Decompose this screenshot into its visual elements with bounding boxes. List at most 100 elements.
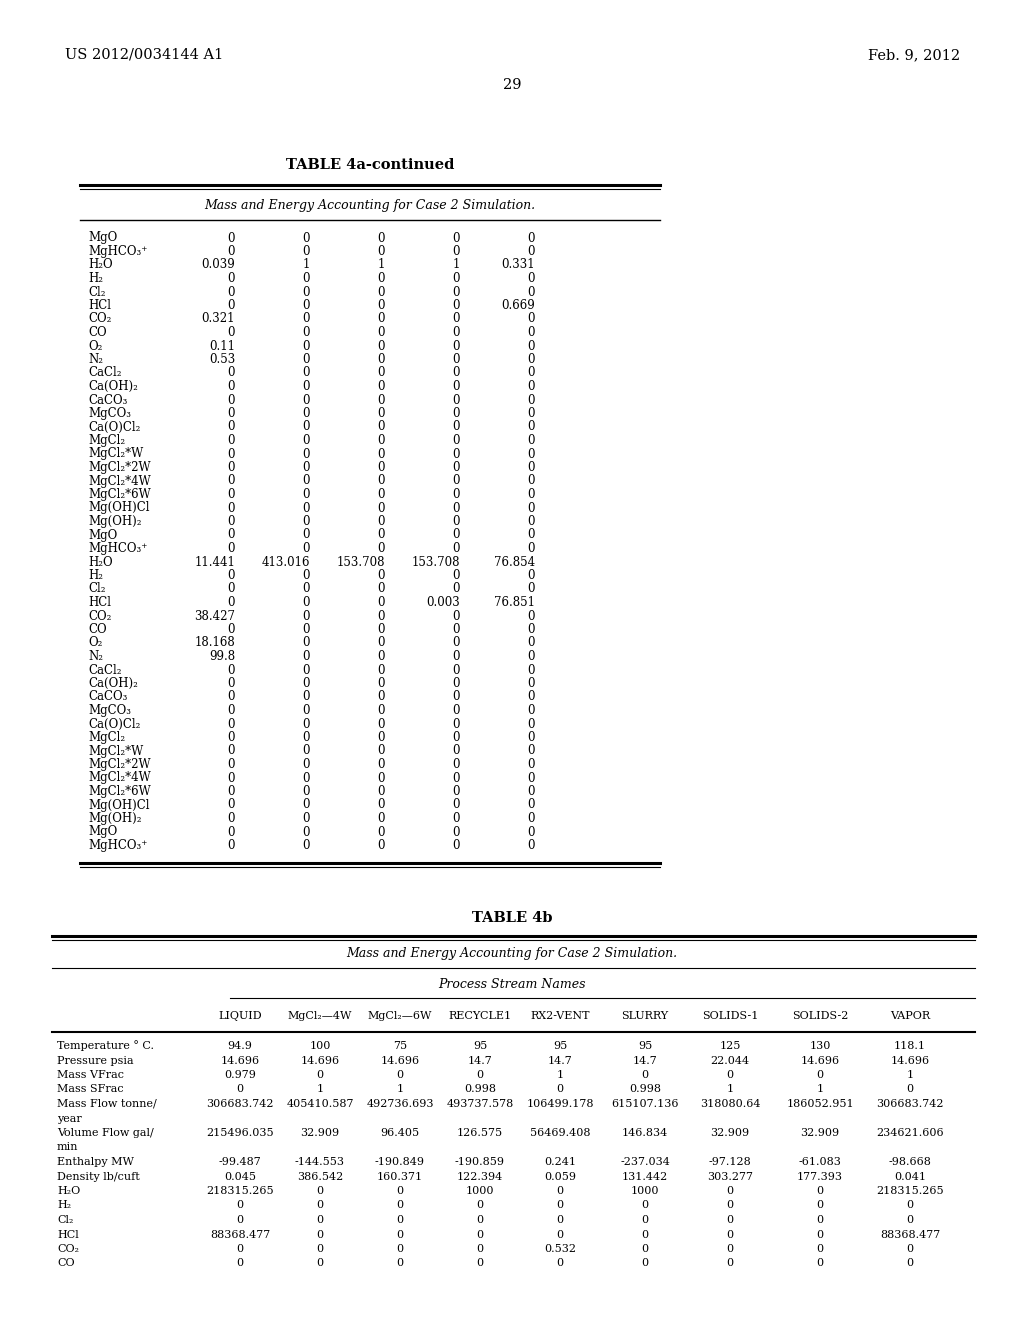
Text: CaCl₂: CaCl₂ [88, 367, 122, 380]
Text: -97.128: -97.128 [709, 1158, 752, 1167]
Text: -98.668: -98.668 [889, 1158, 932, 1167]
Text: 0: 0 [378, 677, 385, 690]
Text: 0: 0 [302, 649, 310, 663]
Text: 0: 0 [453, 649, 460, 663]
Text: 0: 0 [527, 339, 535, 352]
Text: 0: 0 [237, 1200, 244, 1210]
Text: 0: 0 [302, 543, 310, 554]
Text: Ca(OH)₂: Ca(OH)₂ [88, 677, 138, 690]
Text: 0.059: 0.059 [544, 1172, 575, 1181]
Text: 0: 0 [527, 704, 535, 717]
Text: 0: 0 [527, 677, 535, 690]
Text: MgHCO₃⁺: MgHCO₃⁺ [88, 840, 147, 851]
Text: 153.708: 153.708 [412, 556, 460, 569]
Text: 0: 0 [302, 300, 310, 312]
Text: 0: 0 [227, 812, 234, 825]
Text: 0: 0 [906, 1085, 913, 1094]
Text: 0: 0 [453, 434, 460, 447]
Text: 0: 0 [527, 272, 535, 285]
Text: CO: CO [88, 623, 106, 636]
Text: 14.696: 14.696 [300, 1056, 340, 1065]
Text: 0: 0 [302, 664, 310, 676]
Text: 0: 0 [237, 1214, 244, 1225]
Text: Mass SFrac: Mass SFrac [57, 1085, 124, 1094]
Text: 0: 0 [476, 1214, 483, 1225]
Text: 0: 0 [227, 421, 234, 433]
Text: Mass VFrac: Mass VFrac [57, 1071, 124, 1080]
Text: Ca(OH)₂: Ca(OH)₂ [88, 380, 138, 393]
Text: 0: 0 [378, 285, 385, 298]
Text: Cl₂: Cl₂ [88, 285, 105, 298]
Text: 0: 0 [527, 461, 535, 474]
Text: H₂O: H₂O [88, 259, 113, 272]
Text: 0: 0 [378, 300, 385, 312]
Text: 1000: 1000 [631, 1185, 659, 1196]
Text: 0: 0 [556, 1214, 563, 1225]
Text: 303.277: 303.277 [707, 1172, 753, 1181]
Text: 0: 0 [302, 285, 310, 298]
Text: 0: 0 [378, 582, 385, 595]
Text: 0: 0 [453, 421, 460, 433]
Text: 0: 0 [726, 1185, 733, 1196]
Text: 0: 0 [227, 623, 234, 636]
Text: 0: 0 [816, 1243, 823, 1254]
Text: 0: 0 [527, 785, 535, 799]
Text: 0: 0 [227, 367, 234, 380]
Text: 0: 0 [527, 744, 535, 758]
Text: 413.016: 413.016 [261, 556, 310, 569]
Text: 0: 0 [453, 246, 460, 257]
Text: 0: 0 [527, 812, 535, 825]
Text: 0: 0 [527, 610, 535, 623]
Text: 0.045: 0.045 [224, 1172, 256, 1181]
Text: 0: 0 [378, 461, 385, 474]
Text: 0: 0 [316, 1243, 324, 1254]
Text: 0: 0 [302, 623, 310, 636]
Text: 0: 0 [453, 352, 460, 366]
Text: 0: 0 [227, 677, 234, 690]
Text: 0: 0 [527, 664, 535, 676]
Text: MgCO₃: MgCO₃ [88, 704, 131, 717]
Text: 0: 0 [527, 380, 535, 393]
Text: 0: 0 [227, 690, 234, 704]
Text: 0: 0 [453, 812, 460, 825]
Text: Mg(OH)₂: Mg(OH)₂ [88, 515, 141, 528]
Text: -99.487: -99.487 [219, 1158, 261, 1167]
Text: 0: 0 [378, 246, 385, 257]
Text: 0: 0 [453, 515, 460, 528]
Text: 0: 0 [556, 1085, 563, 1094]
Text: 0: 0 [378, 785, 385, 799]
Text: 306683.742: 306683.742 [877, 1100, 944, 1109]
Text: LIQUID: LIQUID [218, 1011, 262, 1020]
Text: 492736.693: 492736.693 [367, 1100, 434, 1109]
Text: 0: 0 [302, 704, 310, 717]
Text: 0: 0 [453, 610, 460, 623]
Text: H₂: H₂ [88, 272, 103, 285]
Text: -237.034: -237.034 [621, 1158, 670, 1167]
Text: 0: 0 [378, 690, 385, 704]
Text: 1: 1 [816, 1085, 823, 1094]
Text: 0: 0 [227, 285, 234, 298]
Text: 0: 0 [316, 1229, 324, 1239]
Text: 0: 0 [302, 840, 310, 851]
Text: MgHCO₃⁺: MgHCO₃⁺ [88, 246, 147, 257]
Text: Mg(OH)₂: Mg(OH)₂ [88, 812, 141, 825]
Text: 0: 0 [527, 326, 535, 339]
Text: 0.003: 0.003 [426, 597, 460, 609]
Text: 0: 0 [378, 771, 385, 784]
Text: 0: 0 [378, 636, 385, 649]
Text: 100: 100 [309, 1041, 331, 1051]
Text: 0: 0 [726, 1243, 733, 1254]
Text: 0: 0 [302, 272, 310, 285]
Text: 0: 0 [302, 474, 310, 487]
Text: H₂O: H₂O [88, 556, 113, 569]
Text: min: min [57, 1143, 79, 1152]
Text: 0.041: 0.041 [894, 1172, 926, 1181]
Text: 0: 0 [641, 1200, 648, 1210]
Text: 0: 0 [816, 1200, 823, 1210]
Text: 0: 0 [227, 825, 234, 838]
Text: 0: 0 [302, 488, 310, 502]
Text: 88368.477: 88368.477 [880, 1229, 940, 1239]
Text: 0: 0 [227, 840, 234, 851]
Text: 0: 0 [302, 785, 310, 799]
Text: 0: 0 [396, 1214, 403, 1225]
